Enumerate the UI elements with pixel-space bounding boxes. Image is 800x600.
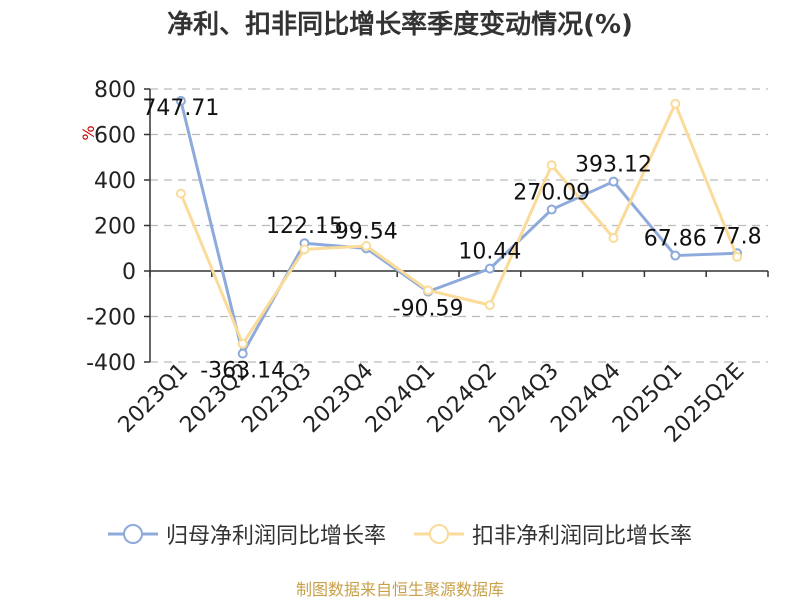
- legend-label-series-2: 扣非净利润同比增长率: [472, 524, 693, 549]
- data-label-series-1: 270.09: [513, 181, 590, 206]
- data-point-series-1[interactable]: [237, 348, 248, 359]
- grid-lines: [150, 88, 768, 363]
- data-label-series-1: 393.12: [575, 153, 652, 178]
- data-label-series-1: 122.15: [266, 214, 343, 239]
- data-point-series-1[interactable]: [670, 250, 681, 261]
- y-tick-label: 0: [122, 260, 136, 285]
- legend-item-series-1[interactable]: 归母净利润同比增长率: [107, 518, 386, 550]
- data-point-series-2[interactable]: [670, 98, 681, 109]
- y-tick-label: 200: [94, 215, 136, 240]
- y-tick-label: 400: [94, 169, 136, 194]
- data-label-series-1: 99.54: [335, 219, 398, 244]
- data-label-series-1: 747.71: [142, 96, 219, 121]
- data-point-series-2[interactable]: [732, 251, 743, 262]
- legend-marker-series-1: [107, 524, 158, 544]
- data-point-series-1[interactable]: [484, 263, 495, 274]
- legend-label-series-1: 归母净利润同比增长率: [165, 524, 386, 549]
- data-point-series-1[interactable]: [546, 204, 557, 215]
- data-point-series-2[interactable]: [175, 188, 186, 199]
- data-point-series-2[interactable]: [423, 285, 434, 296]
- y-tick-label: -200: [86, 306, 136, 331]
- source-note: 制图数据来自恒生聚源数据库: [295, 580, 504, 599]
- data-point-series-1[interactable]: [175, 95, 186, 106]
- chart-title: 净利、扣非同比增长率季度变动情况(%): [167, 10, 633, 40]
- data-point-series-2[interactable]: [299, 244, 310, 255]
- legend: 归母净利润同比增长率 扣非净利润同比增长率: [0, 518, 800, 550]
- data-label-series-1: -363.14: [200, 359, 285, 384]
- legend-marker-series-2: [414, 524, 464, 544]
- series-lines: [175, 95, 743, 359]
- data-label-series-1: 67.86: [644, 227, 707, 252]
- data-point-series-2[interactable]: [484, 300, 495, 311]
- y-tick-label: 600: [94, 124, 136, 149]
- data-point-series-2[interactable]: [608, 233, 619, 244]
- y-axis-unit: %: [79, 125, 98, 140]
- series-line-2: [179, 102, 739, 346]
- data-label-series-1: 77.8: [713, 224, 762, 249]
- axes: -400-2000200400600800%2023Q12023Q22023Q3…: [79, 78, 769, 448]
- data-label-series-1: -90.59: [393, 297, 464, 322]
- y-tick-label: 800: [94, 78, 136, 103]
- data-label-series-1: 10.44: [458, 240, 521, 265]
- legend-circle-series-1: [122, 524, 143, 544]
- legend-item-series-2[interactable]: 扣非净利润同比增长率: [414, 518, 692, 550]
- y-tick-label: -400: [86, 351, 136, 376]
- data-point-series-2[interactable]: [361, 240, 372, 251]
- data-point-series-1[interactable]: [608, 176, 619, 187]
- data-point-series-2[interactable]: [546, 160, 557, 171]
- data-point-series-2[interactable]: [237, 338, 248, 349]
- legend-circle-series-2: [429, 524, 449, 544]
